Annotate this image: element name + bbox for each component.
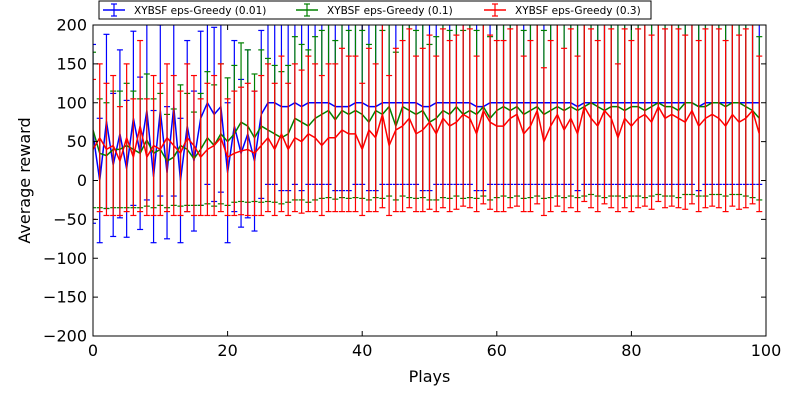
x-tick-label: 0 [88, 341, 98, 360]
y-tick-label: −150 [43, 288, 87, 307]
series-line [93, 101, 760, 181]
y-tick-label: 0 [77, 171, 87, 190]
ticks-layer: 0 20 40 60 80 100 −200 −150 −100 −50 0 50 100 150 200 [43, 16, 781, 361]
x-axis-label: Plays [409, 367, 451, 386]
series-layer [93, 25, 763, 244]
y-tick-label: 200 [56, 16, 87, 35]
legend-entry: XYBSF eps-Greedy (0.3) [484, 3, 641, 17]
y-tick-label: −200 [43, 327, 87, 346]
x-tick-label: 80 [621, 341, 641, 360]
y-tick-label: 50 [67, 132, 87, 151]
legend: XYBSF eps-Greedy (0.01) XYBSF eps-Greedy … [98, 0, 652, 20]
y-tick-label: 150 [56, 54, 87, 73]
x-tick-label: 40 [352, 341, 372, 360]
y-tick-label: −100 [43, 249, 87, 268]
legend-label: XYBSF eps-Greedy (0.01) [134, 5, 266, 17]
legend-entry: XYBSF eps-Greedy (0.1) [296, 3, 453, 17]
series-line [93, 104, 760, 164]
legend-frame [98, 0, 652, 20]
x-tick-label: 60 [487, 341, 507, 360]
y-tick-label: −50 [53, 210, 87, 229]
legend-label: XYBSF eps-Greedy (0.3) [515, 5, 641, 17]
y-axis-label: Average reward [15, 117, 34, 243]
series-2 [93, 25, 763, 220]
x-tick-label: 20 [217, 341, 237, 360]
y-tick-label: 100 [56, 93, 87, 112]
legend-entry: XYBSF eps-Greedy (0.01) [103, 3, 266, 17]
series-line [93, 101, 760, 163]
legend-label: XYBSF eps-Greedy (0.1) [327, 5, 453, 17]
x-tick-label: 100 [751, 341, 782, 360]
